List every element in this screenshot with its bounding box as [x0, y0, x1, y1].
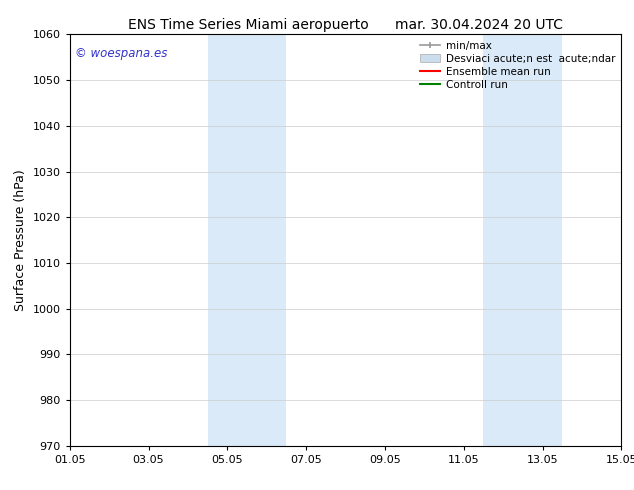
Bar [207, 34, 247, 446]
Text: © woespana.es: © woespana.es [75, 47, 167, 60]
Legend: min/max, Desviaci acute;n est  acute;ndar, Ensemble mean run, Controll run: min/max, Desviaci acute;n est acute;ndar… [417, 37, 618, 93]
Y-axis label: Surface Pressure (hPa): Surface Pressure (hPa) [14, 169, 27, 311]
Bar [483, 34, 523, 446]
Bar [523, 34, 562, 446]
Title: ENS Time Series Miami aeropuerto      mar. 30.04.2024 20 UTC: ENS Time Series Miami aeropuerto mar. 30… [128, 18, 563, 32]
Bar [247, 34, 287, 446]
